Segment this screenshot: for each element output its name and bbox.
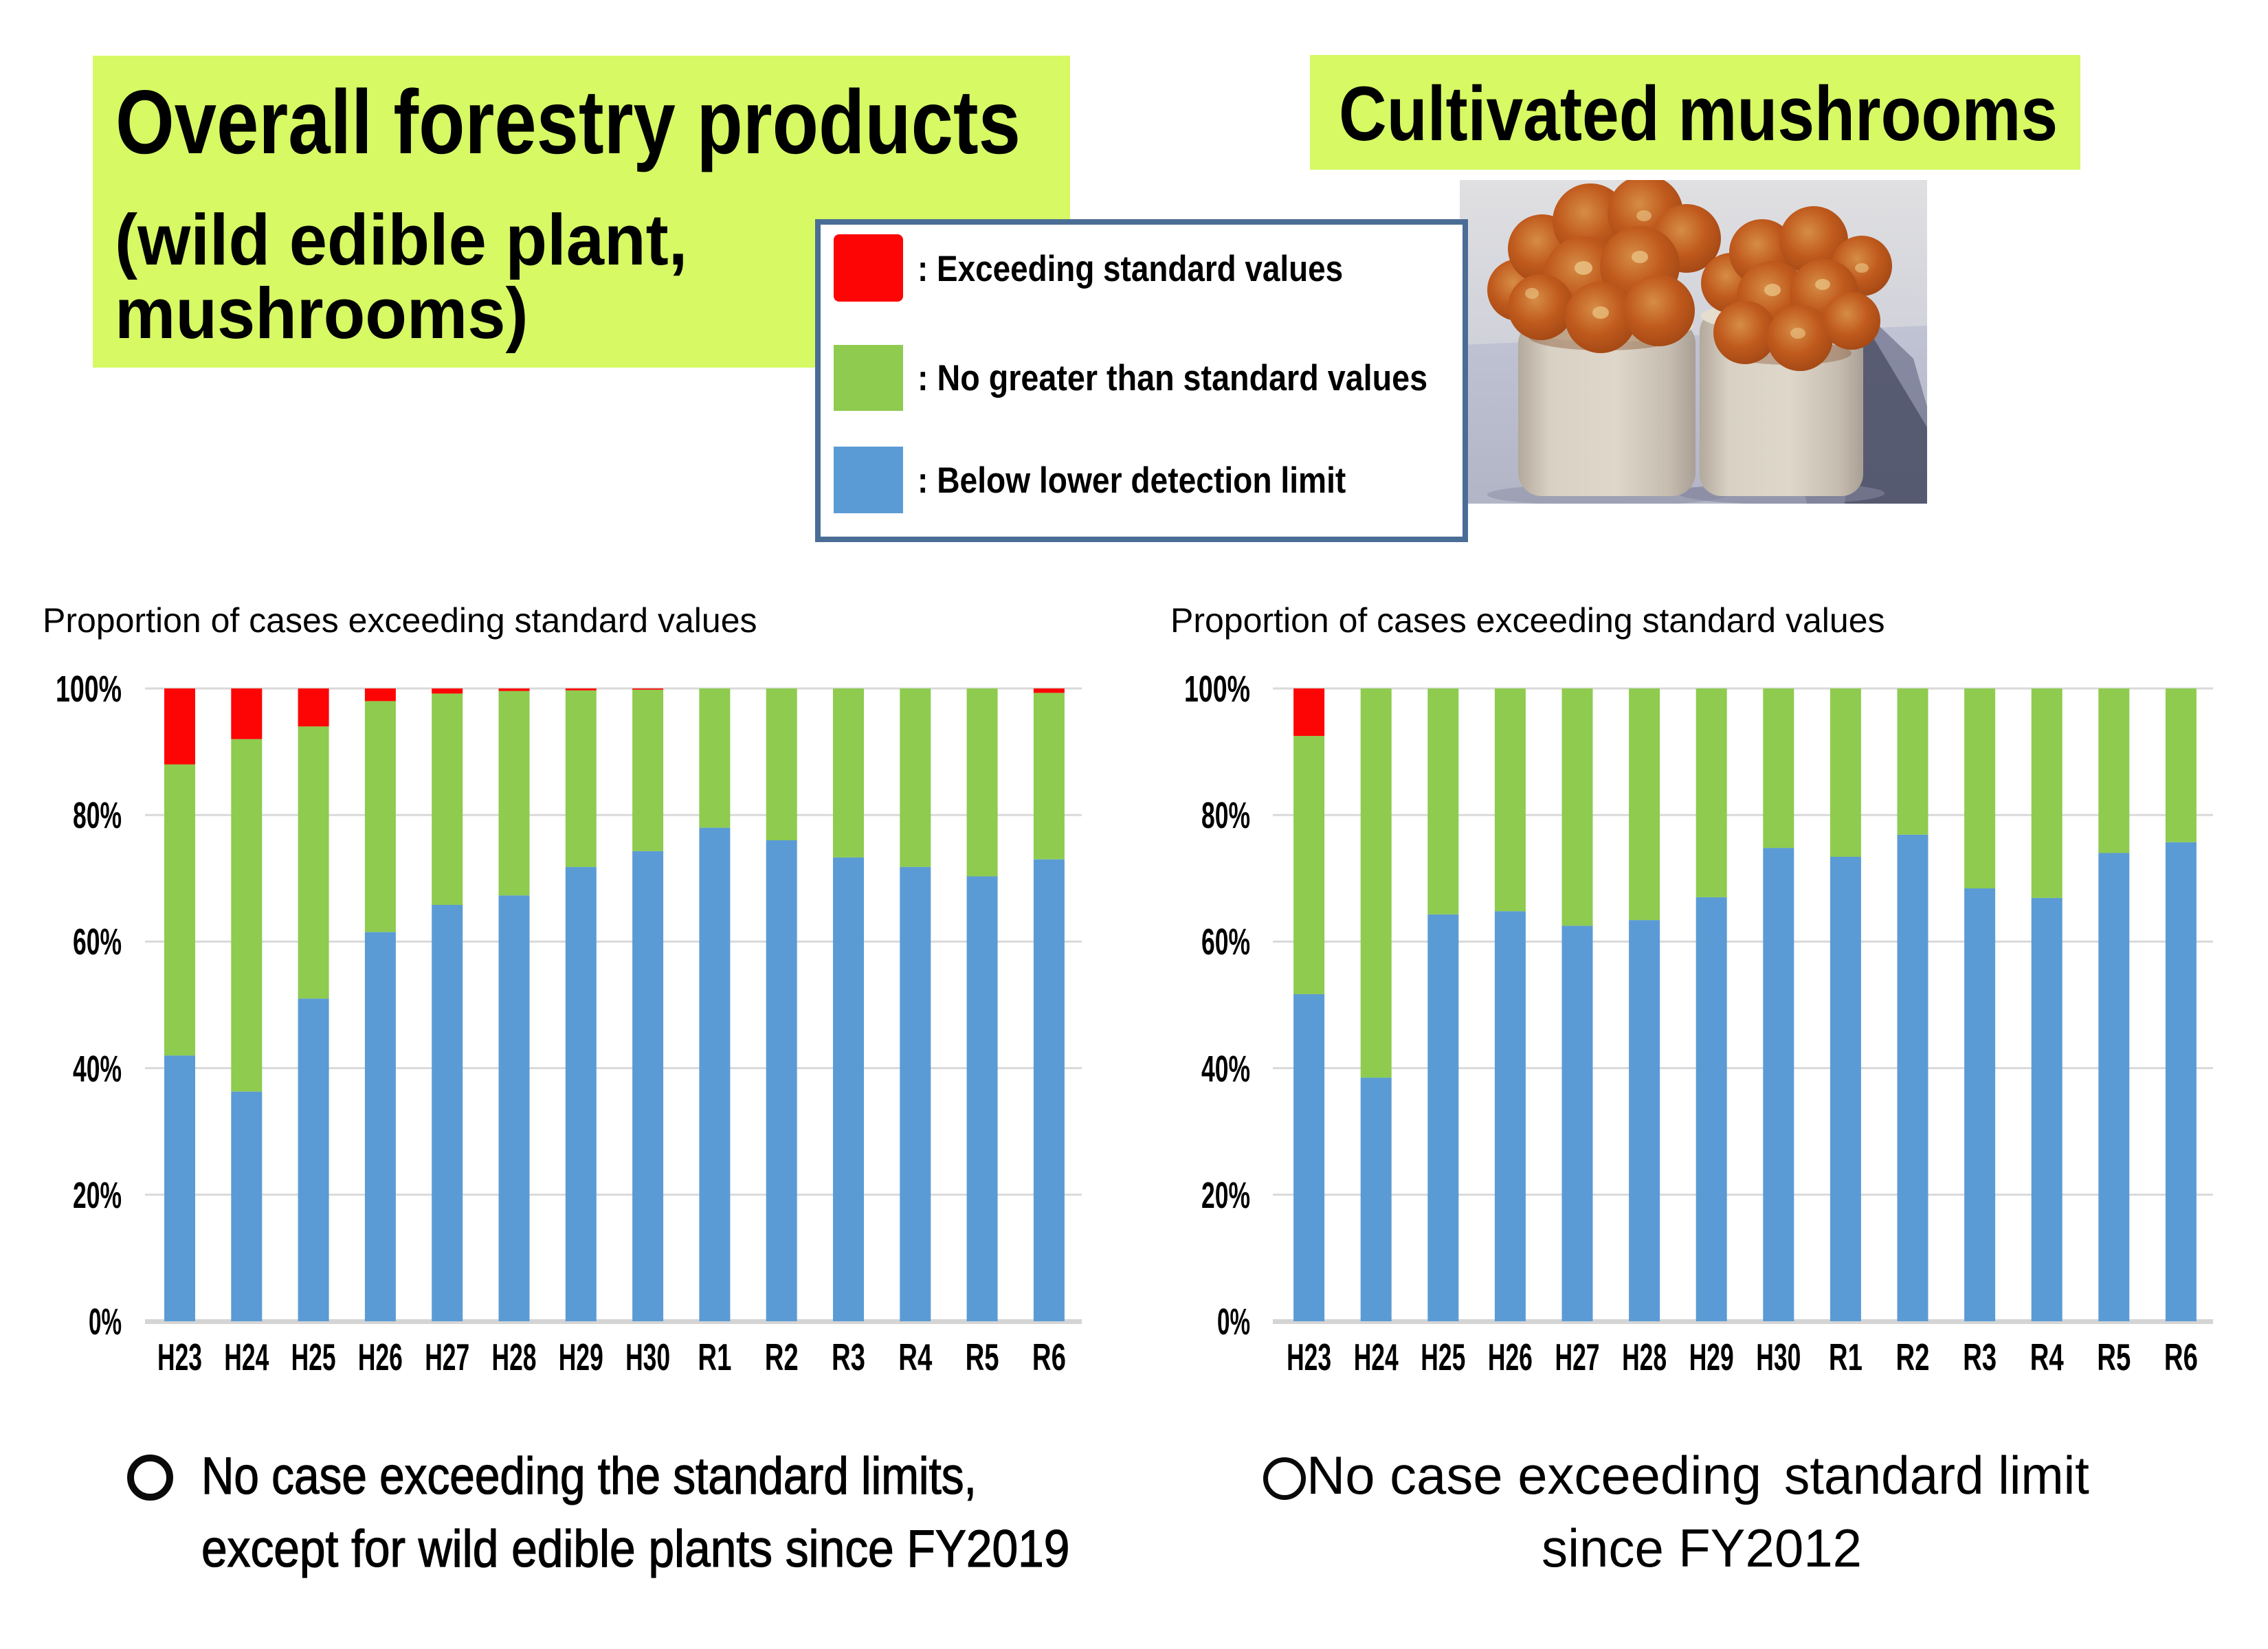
svg-text:H25: H25 xyxy=(1421,1336,1465,1378)
svg-text:H26: H26 xyxy=(1488,1336,1533,1378)
svg-text:H29: H29 xyxy=(1689,1336,1734,1378)
svg-text:R4: R4 xyxy=(2030,1336,2064,1378)
svg-text:R3: R3 xyxy=(832,1336,865,1378)
svg-text:H24: H24 xyxy=(224,1336,269,1378)
svg-text:H30: H30 xyxy=(1756,1336,1801,1378)
svg-text:20%: 20% xyxy=(73,1175,122,1216)
svg-text:0%: 0% xyxy=(1217,1301,1250,1343)
svg-text:R2: R2 xyxy=(765,1336,799,1378)
svg-text:40%: 40% xyxy=(1201,1048,1250,1090)
svg-text:R5: R5 xyxy=(966,1336,999,1378)
svg-text:40%: 40% xyxy=(73,1048,122,1090)
svg-text:H30: H30 xyxy=(625,1336,670,1378)
svg-text:R4: R4 xyxy=(898,1336,932,1378)
svg-text:60%: 60% xyxy=(73,921,122,963)
svg-text:100%: 100% xyxy=(1184,669,1250,710)
svg-text:H27: H27 xyxy=(425,1336,469,1378)
svg-text:H23: H23 xyxy=(1287,1336,1331,1378)
svg-text:80%: 80% xyxy=(73,795,122,836)
svg-text:R6: R6 xyxy=(2164,1336,2198,1378)
svg-text:H26: H26 xyxy=(358,1336,403,1378)
svg-text:60%: 60% xyxy=(1201,921,1250,963)
svg-text:0%: 0% xyxy=(89,1301,122,1343)
svg-text:R1: R1 xyxy=(1829,1336,1863,1378)
svg-text:100%: 100% xyxy=(56,669,122,710)
svg-text:H24: H24 xyxy=(1354,1336,1399,1378)
svg-text:H28: H28 xyxy=(1622,1336,1667,1378)
svg-text:R5: R5 xyxy=(2097,1336,2131,1378)
svg-text:R3: R3 xyxy=(1963,1336,1997,1378)
svg-text:80%: 80% xyxy=(1201,795,1250,836)
svg-text:H23: H23 xyxy=(157,1336,202,1378)
svg-text:R6: R6 xyxy=(1032,1336,1066,1378)
svg-text:R1: R1 xyxy=(698,1336,731,1378)
svg-text:H27: H27 xyxy=(1555,1336,1600,1378)
svg-text:H25: H25 xyxy=(291,1336,336,1378)
svg-text:20%: 20% xyxy=(1201,1175,1250,1216)
svg-text:H29: H29 xyxy=(559,1336,603,1378)
svg-text:R2: R2 xyxy=(1896,1336,1930,1378)
svg-text:H28: H28 xyxy=(492,1336,537,1378)
